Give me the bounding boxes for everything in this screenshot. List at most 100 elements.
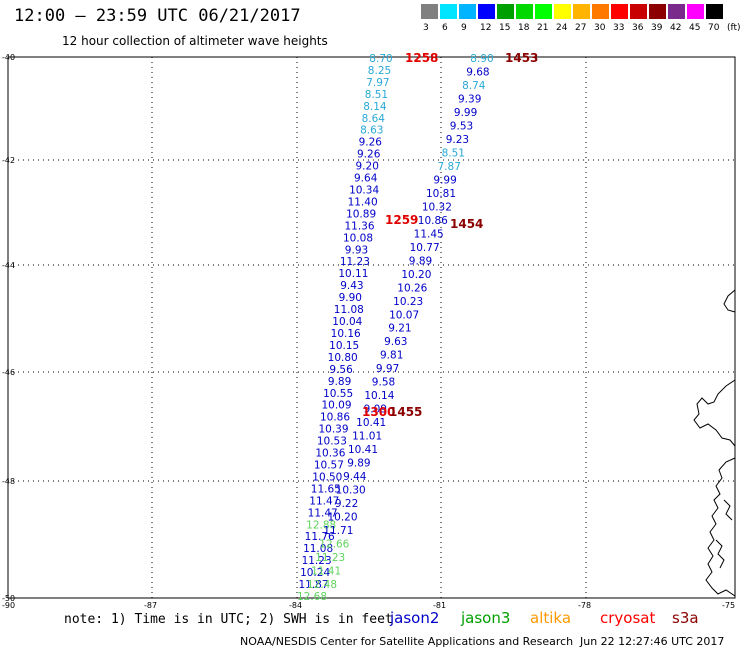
lon-tick-label: -84 [289, 601, 302, 610]
wave-height-value: 11.36 [344, 220, 374, 232]
wave-height-value: 11.76 [305, 531, 335, 543]
wave-height-value: 10.16 [331, 328, 361, 340]
timestamp-text: Jun 22 12:27:46 UTC 2017 [580, 635, 725, 648]
wave-height-value: 10.57 [314, 460, 344, 472]
wave-height-value: 10.86 [418, 215, 448, 227]
coastline-segment [693, 379, 736, 447]
legend-swatch [421, 4, 438, 19]
wave-height-value: 9.22 [335, 498, 358, 510]
wave-height-value: 11.08 [334, 304, 364, 316]
legend-label: 18 [518, 23, 530, 33]
wave-height-value: 9.63 [384, 336, 407, 348]
wave-height-value: 11.08 [303, 543, 333, 555]
wave-height-value: 9.89 [328, 376, 351, 388]
legend-label: 21 [537, 23, 549, 33]
legend-swatch [573, 4, 590, 19]
satellite-name-s3a: s3a [672, 609, 699, 627]
wave-height-value: 10.86 [320, 412, 350, 424]
wave-height-value: 10.15 [329, 340, 359, 352]
legend-label: 9 [461, 23, 467, 33]
legend-label: 33 [613, 23, 625, 33]
wave-height-value: 10.11 [338, 268, 368, 280]
wave-height-value: 8.25 [368, 65, 391, 77]
pass-time-label: 1259 [385, 213, 418, 227]
wave-height-value: 10.14 [364, 390, 394, 402]
wave-height-value: 11.45 [414, 228, 444, 240]
wave-height-value: 9.26 [359, 137, 383, 149]
units-note: note: 1) Time is in UTC; 2) SWH is in fe… [64, 612, 393, 627]
wave-height-value: 10.53 [317, 436, 347, 448]
legend-swatch [478, 4, 495, 19]
pass-time-label: 1455 [389, 405, 422, 419]
wave-height-value: 11.71 [323, 525, 353, 537]
legend-swatch [592, 4, 609, 19]
satellite-name-altika: altika [530, 609, 572, 627]
legend-swatch [630, 4, 647, 19]
wave-height-value: 11.47 [308, 507, 338, 519]
satellite-name-jason3: jason3 [461, 609, 511, 627]
credit-text: NOAA/NESDIS Center for Satellite Applica… [240, 635, 574, 648]
wave-height-value: 9.58 [372, 377, 395, 389]
pass-time-label: 1453 [505, 51, 538, 65]
wave-height-value: 9.93 [345, 244, 368, 256]
legend-swatch [706, 4, 723, 19]
wave-height-value: 8.63 [360, 125, 383, 137]
wave-height-value: 8.64 [362, 113, 386, 125]
wave-height-value: 12.88 [306, 519, 336, 531]
wave-height-value: 9.64 [354, 173, 378, 185]
wave-height-value: 9.68 [466, 67, 489, 79]
wave-height-value: 8.70 [369, 53, 392, 65]
wave-height-value: 11.01 [352, 431, 382, 443]
legend-label: 70 [708, 23, 720, 33]
wave-height-value: 10.26 [397, 282, 427, 294]
wave-height-value: 8.51 [442, 147, 465, 159]
wave-height-value: 10.39 [318, 424, 348, 436]
wave-height-value: 10.36 [315, 448, 345, 460]
lat-tick-label: -42 [2, 156, 15, 165]
wave-height-value: 10.34 [349, 185, 379, 197]
wave-height-value: 9.43 [340, 280, 363, 292]
wave-height-value: 10.23 [393, 296, 423, 308]
wave-height-value: 9.99 [433, 174, 456, 186]
wave-height-value: 10.20 [327, 512, 357, 524]
wave-height-value: 8.14 [363, 101, 387, 113]
lat-tick-label: -44 [2, 261, 15, 270]
map-subtitle: 12 hour collection of altimeter wave hei… [62, 34, 328, 48]
lat-lon-grid [7, 56, 736, 599]
legend-swatch [497, 4, 514, 19]
legend-label: 6 [442, 23, 448, 33]
wave-height-value: 10.41 [348, 444, 378, 456]
legend-label: 24 [556, 23, 568, 33]
wave-height-value: 9.39 [458, 94, 481, 106]
wave-height-value: 9.56 [329, 364, 353, 376]
wave-height-value: 8.74 [462, 80, 486, 92]
wave-height-value: 11.87 [298, 579, 328, 591]
axis-tick-labels: -40 -42 -44 -46 -48 -50-90 -87 -84 -81 -78 -75 [2, 53, 735, 610]
wave-height-value: 9.23 [446, 134, 469, 146]
legend-swatch [649, 4, 666, 19]
wave-height-value: 9.21 [388, 323, 411, 335]
wave-height-value: 9.44 [343, 471, 367, 483]
legend-label: 12 [480, 23, 492, 33]
wave-height-value: 10.55 [323, 388, 353, 400]
satellite-name-jason2: jason2 [390, 609, 440, 627]
wave-height-value: 10.50 [312, 471, 342, 483]
wave-height-value: 9.89 [347, 458, 370, 470]
wave-height-value: 11.47 [309, 495, 339, 507]
legend-swatch [516, 4, 533, 19]
legend-label: 39 [651, 23, 663, 33]
legend-label: 42 [670, 23, 682, 33]
wave-height-value: 9.53 [450, 120, 473, 132]
wave-height-color-legend: 3 6 9 12 15 18 21 24 27 30 33 36 39 42 45 70 (ft) [421, 4, 740, 33]
wave-height-value: 10.04 [332, 316, 362, 328]
legend-swatch [535, 4, 552, 19]
lat-tick-label: -50 [2, 594, 15, 603]
wave-height-value: 12.68 [297, 591, 327, 603]
wave-height-value: 7.87 [438, 161, 461, 173]
legend-label: 45 [689, 23, 701, 33]
coastline-segment [723, 289, 736, 313]
legend-swatch [459, 4, 476, 19]
wave-height-value: 8.51 [365, 89, 388, 101]
wave-height-value: 11.23 [340, 256, 370, 268]
